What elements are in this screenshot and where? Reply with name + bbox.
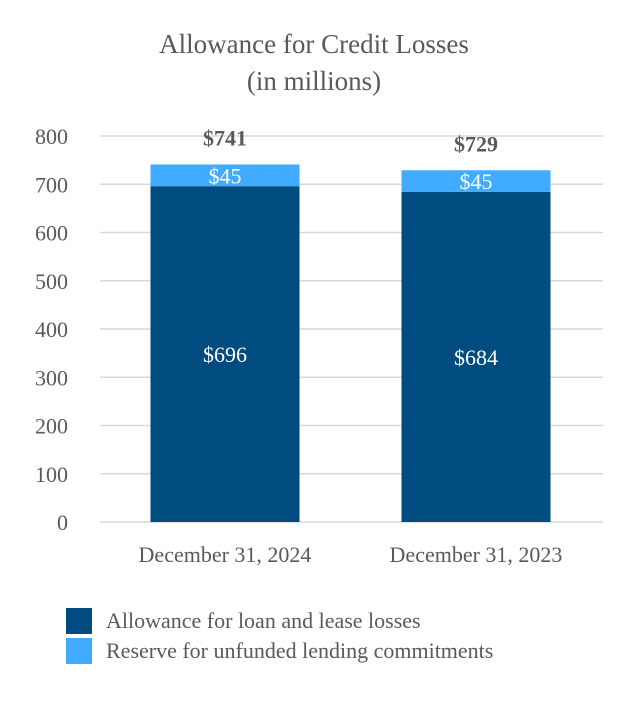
legend-item-loan-lease: Allowance for loan and lease losses (66, 606, 493, 636)
bar-segment (150, 186, 300, 522)
bar-segment (150, 164, 300, 187)
x-tick-label: December 31, 2023 (390, 542, 563, 567)
data-label: $696 (203, 342, 247, 367)
y-tick-label: 0 (57, 510, 68, 535)
legend: Allowance for loan and lease losses Rese… (66, 606, 493, 666)
stacked-bar-chart: Allowance for Credit Losses (in millions… (35, 29, 603, 567)
total-label: $741 (203, 125, 247, 150)
y-tick-label: 400 (35, 317, 68, 342)
legend-label: Reserve for unfunded lending commitments (106, 638, 494, 663)
y-tick-label: 800 (35, 124, 68, 149)
bar-segment (401, 191, 551, 522)
legend-item-unfunded: Reserve for unfunded lending commitments (66, 636, 493, 666)
x-tick-label: December 31, 2024 (139, 542, 312, 567)
chart-title: Allowance for Credit Losses (159, 29, 469, 59)
y-tick-label: 300 (35, 365, 68, 390)
data-label: $45 (460, 169, 493, 194)
y-tick-label: 600 (35, 221, 68, 246)
data-label: $45 (209, 163, 242, 188)
y-tick-label: 500 (35, 269, 68, 294)
legend-swatch-dark-blue (66, 608, 92, 634)
data-label: $684 (454, 345, 498, 370)
bar-segment (401, 170, 551, 192)
legend-swatch-light-blue (66, 638, 92, 664)
legend-label: Allowance for loan and lease losses (106, 608, 421, 633)
y-tick-label: 700 (35, 172, 68, 197)
y-tick-label: 100 (35, 462, 68, 487)
y-tick-label: 200 (35, 414, 68, 439)
total-label: $729 (454, 131, 498, 156)
chart-subtitle: (in millions) (247, 66, 381, 96)
